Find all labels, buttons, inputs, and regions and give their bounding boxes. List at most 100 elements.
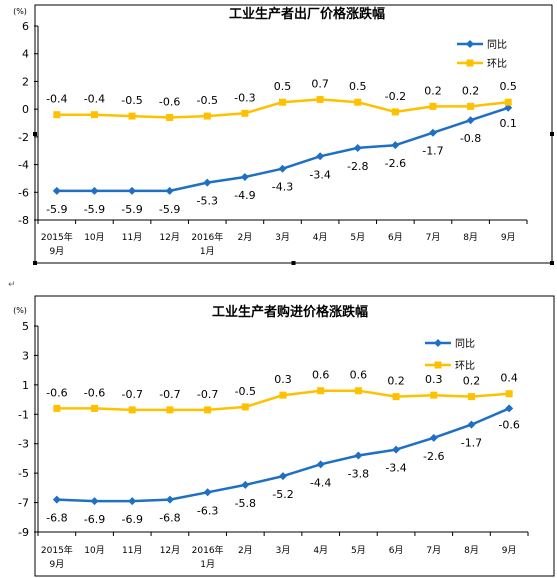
data-point-mom bbox=[204, 406, 211, 413]
y-tick-label: -8 bbox=[18, 214, 29, 227]
x-tick-label: 4月 bbox=[313, 232, 328, 243]
x-tick-label-line2: 1月 bbox=[200, 246, 215, 257]
x-tick-label: 7月 bbox=[426, 545, 441, 556]
y-tick-label: -6 bbox=[18, 186, 29, 199]
data-point-yoy bbox=[467, 116, 475, 124]
data-label-mom: 0.5 bbox=[274, 80, 292, 93]
y-tick-label: 3 bbox=[22, 349, 29, 362]
data-label-mom: 0.4 bbox=[500, 372, 518, 385]
data-point-mom bbox=[166, 406, 173, 413]
y-tick-label: 0 bbox=[22, 103, 29, 116]
paragraph-mark: ↵ bbox=[8, 280, 16, 290]
x-tick-label: 2015年 bbox=[41, 544, 73, 556]
x-tick-label: 8月 bbox=[464, 545, 479, 556]
y-tick-label: -4 bbox=[18, 159, 29, 172]
x-tick-label-line2: 1月 bbox=[200, 559, 215, 570]
legend-marker-mom bbox=[435, 362, 442, 369]
data-point-yoy bbox=[505, 404, 513, 412]
x-tick-label: 6月 bbox=[388, 232, 403, 243]
data-point-yoy bbox=[204, 488, 212, 496]
data-label-yoy: -4.4 bbox=[310, 476, 331, 489]
data-point-yoy bbox=[241, 173, 249, 181]
legend-marker-yoy bbox=[466, 40, 474, 48]
data-label-mom: 0.6 bbox=[350, 369, 368, 382]
data-label-mom: -0.4 bbox=[84, 93, 105, 106]
y-tick-label: -9 bbox=[18, 526, 29, 539]
data-point-yoy bbox=[467, 421, 475, 429]
y-tick-label: -7 bbox=[18, 497, 29, 510]
data-point-mom bbox=[506, 390, 513, 397]
data-point-mom bbox=[317, 387, 324, 394]
legend-marker-yoy bbox=[434, 339, 442, 347]
x-tick-label-line2: 9月 bbox=[49, 559, 64, 570]
data-label-yoy: -6.8 bbox=[46, 512, 67, 525]
y-tick-label: 2 bbox=[22, 75, 29, 88]
data-label-yoy: -6.8 bbox=[159, 512, 180, 525]
data-point-mom bbox=[91, 405, 98, 412]
frame-handle bbox=[33, 132, 37, 136]
x-tick-label: 3月 bbox=[275, 232, 290, 243]
x-tick-label: 10月 bbox=[84, 545, 104, 556]
data-point-mom bbox=[430, 392, 437, 399]
frame-handle bbox=[550, 261, 554, 265]
legend-label: 环比 bbox=[455, 360, 475, 372]
data-label-yoy: -4.3 bbox=[272, 181, 293, 194]
data-label-mom: 0.2 bbox=[424, 84, 442, 97]
data-label-yoy: -2.6 bbox=[423, 450, 444, 463]
data-label-mom: -0.7 bbox=[197, 388, 218, 401]
data-label-yoy: -5.8 bbox=[235, 497, 256, 510]
x-tick-label: 2月 bbox=[238, 232, 253, 243]
data-point-mom bbox=[467, 103, 474, 110]
legend-label: 同比 bbox=[455, 338, 475, 350]
data-point-yoy bbox=[391, 141, 399, 149]
data-label-yoy: -2.8 bbox=[347, 160, 368, 173]
y-tick-label: -5 bbox=[18, 467, 29, 480]
data-point-mom bbox=[355, 387, 362, 394]
data-label-mom: -0.5 bbox=[197, 94, 218, 107]
data-label-yoy: -3.4 bbox=[385, 462, 406, 475]
legend-label: 同比 bbox=[487, 39, 507, 51]
x-tick-label: 7月 bbox=[426, 232, 441, 243]
data-point-mom bbox=[204, 113, 211, 120]
x-tick-label: 9月 bbox=[501, 232, 516, 243]
x-tick-label: 6月 bbox=[389, 545, 404, 556]
chart-title: 工业生产者出厂价格涨跌幅 bbox=[229, 6, 385, 22]
data-point-mom bbox=[279, 99, 286, 106]
data-label-yoy: -5.9 bbox=[84, 203, 105, 216]
data-point-yoy bbox=[354, 144, 362, 152]
legend-label: 环比 bbox=[487, 58, 507, 70]
data-point-mom bbox=[129, 113, 136, 120]
data-label-mom: -0.5 bbox=[235, 385, 256, 398]
data-label-yoy: -5.9 bbox=[121, 203, 142, 216]
y-tick-label: 4 bbox=[22, 48, 29, 61]
legend-marker-mom bbox=[467, 60, 474, 67]
data-point-yoy bbox=[53, 496, 61, 504]
data-point-mom bbox=[129, 406, 136, 413]
x-tick-label: 11月 bbox=[122, 232, 142, 243]
data-label-mom: 0.2 bbox=[462, 84, 480, 97]
data-label-yoy: -4.9 bbox=[234, 189, 255, 202]
data-point-mom bbox=[242, 403, 249, 410]
data-label-mom: -0.7 bbox=[159, 388, 180, 401]
data-label-mom: -0.3 bbox=[234, 91, 255, 104]
data-point-yoy bbox=[90, 187, 98, 195]
x-tick-label: 5月 bbox=[351, 545, 366, 556]
data-point-yoy bbox=[166, 187, 174, 195]
data-point-yoy bbox=[317, 460, 325, 468]
data-point-mom bbox=[392, 108, 399, 115]
data-label-mom: -0.5 bbox=[121, 94, 142, 107]
frame-handle bbox=[550, 132, 554, 136]
data-label-mom: 0.5 bbox=[499, 80, 517, 93]
data-label-yoy: -2.6 bbox=[385, 157, 406, 170]
data-label-yoy: -6.3 bbox=[197, 504, 218, 517]
data-point-mom bbox=[53, 405, 60, 412]
x-tick-label: 2016年 bbox=[191, 231, 223, 243]
x-tick-label: 9月 bbox=[502, 545, 517, 556]
data-point-mom bbox=[91, 111, 98, 118]
data-label-mom: -0.6 bbox=[46, 386, 67, 399]
y-tick-label: -3 bbox=[18, 438, 29, 451]
data-label-mom: -0.7 bbox=[121, 388, 142, 401]
y-tick-label: 6 bbox=[22, 20, 29, 33]
x-tick-label: 2016年 bbox=[192, 544, 224, 556]
